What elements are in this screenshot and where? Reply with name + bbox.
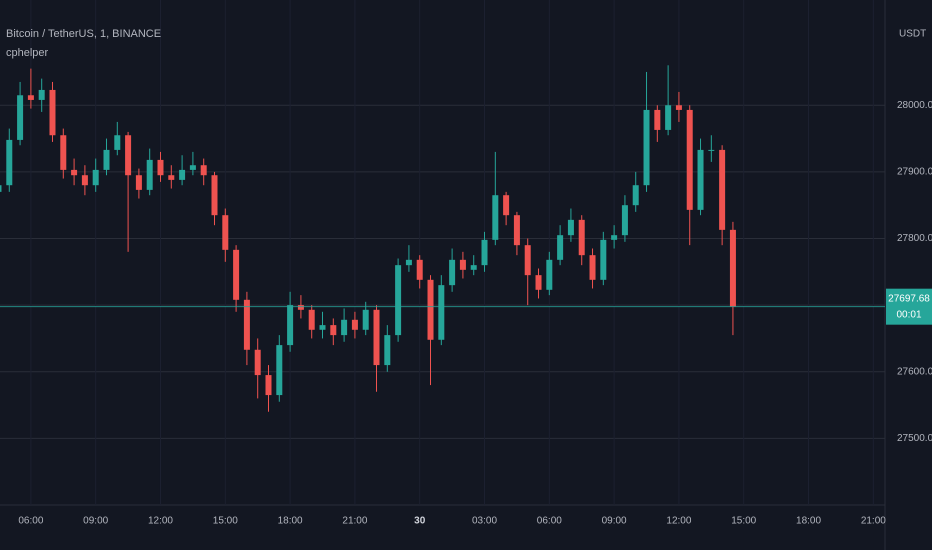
x-tick-label: 15:00 xyxy=(213,516,238,527)
candle-body xyxy=(157,159,164,176)
x-tick-label: 21:00 xyxy=(861,516,886,527)
candle-body xyxy=(675,105,682,110)
candle-body xyxy=(168,175,175,180)
candle-body xyxy=(265,375,272,396)
x-tick-label: 30 xyxy=(414,516,426,527)
candle-body xyxy=(222,215,229,250)
candle-body xyxy=(427,279,434,340)
candle-body xyxy=(373,309,380,366)
y-tick-label: 27600.00 xyxy=(897,366,932,377)
candle-body xyxy=(211,175,218,216)
candle-body xyxy=(135,175,142,190)
candle-body xyxy=(114,135,121,150)
candle-body xyxy=(708,149,715,151)
candle-body xyxy=(416,259,423,280)
last-price-tag xyxy=(886,288,932,325)
y-tick-label: 27800.00 xyxy=(897,233,932,244)
y-tick-label: 28000.00 xyxy=(897,100,932,111)
indicator-label: cphelper xyxy=(6,47,49,59)
candle-body xyxy=(254,349,261,376)
candle-body xyxy=(81,175,88,186)
candle-body xyxy=(438,285,445,340)
candle-body xyxy=(351,319,358,330)
candle-body xyxy=(459,259,466,270)
candle-body xyxy=(103,149,110,170)
y-axis-label: USDT xyxy=(899,29,926,40)
candle-body xyxy=(503,195,510,216)
candle-body xyxy=(643,109,650,186)
x-tick-label: 09:00 xyxy=(83,516,108,527)
candle-body xyxy=(654,109,661,130)
candle-body xyxy=(319,325,326,330)
y-tick-label: 27900.00 xyxy=(897,167,932,178)
candle-body xyxy=(632,185,639,206)
candle-body xyxy=(189,165,196,170)
candle-body xyxy=(729,229,736,307)
candle-body xyxy=(405,259,412,266)
candle-body xyxy=(330,325,337,336)
candle-body xyxy=(6,139,13,186)
candle-body xyxy=(492,195,499,240)
candle-body xyxy=(146,159,153,190)
candle-body xyxy=(481,239,488,266)
candle-body xyxy=(557,235,564,260)
x-tick-label: 21:00 xyxy=(342,516,367,527)
candle-body xyxy=(524,245,531,276)
candle-body xyxy=(297,305,304,310)
x-tick-label: 03:00 xyxy=(472,516,497,527)
candle-body xyxy=(600,239,607,280)
candle-body xyxy=(384,335,391,366)
candle-body xyxy=(578,219,585,256)
x-tick-label: 18:00 xyxy=(796,516,821,527)
x-tick-label: 09:00 xyxy=(602,516,627,527)
candle-body xyxy=(243,299,250,350)
candle-body xyxy=(200,165,207,176)
candle-body xyxy=(362,309,369,330)
candle-body xyxy=(449,259,456,286)
candle-body xyxy=(0,185,2,192)
candle-body xyxy=(697,149,704,210)
candle-body xyxy=(308,309,315,330)
candle-body xyxy=(665,105,672,130)
y-tick-label: 27500.00 xyxy=(897,433,932,444)
candle-body xyxy=(589,255,596,280)
countdown-label: 00:01 xyxy=(896,309,921,320)
candle-body xyxy=(535,275,542,290)
x-tick-label: 12:00 xyxy=(666,516,691,527)
x-tick-label: 06:00 xyxy=(537,516,562,527)
candle-body xyxy=(470,265,477,270)
candle-body xyxy=(621,205,628,236)
candle-body xyxy=(276,345,283,396)
candle-body xyxy=(567,219,574,236)
candle-body xyxy=(233,249,240,300)
candle-body xyxy=(686,109,693,210)
candle-body xyxy=(287,305,294,346)
candle-body xyxy=(38,89,45,100)
candle-body xyxy=(60,135,67,170)
x-tick-label: 15:00 xyxy=(731,516,756,527)
candle-body xyxy=(27,95,34,100)
chart-title: Bitcoin / TetherUS, 1, BINANCE xyxy=(6,28,161,40)
candle-body xyxy=(395,265,402,336)
last-price-label: 27697.68 xyxy=(888,293,930,304)
candle-body xyxy=(125,135,132,176)
candle-body xyxy=(546,259,553,290)
candle-body xyxy=(341,319,348,336)
x-tick-label: 18:00 xyxy=(278,516,303,527)
candle-body xyxy=(49,89,56,136)
candle-body xyxy=(17,95,24,140)
candle-body xyxy=(611,235,618,240)
candle-body xyxy=(92,169,99,186)
x-tick-label: 12:00 xyxy=(148,516,173,527)
candle-body xyxy=(719,149,726,230)
candle-body xyxy=(179,169,186,180)
x-tick-label: 06:00 xyxy=(18,516,43,527)
candle-body xyxy=(513,215,520,246)
candle-body xyxy=(71,169,78,176)
